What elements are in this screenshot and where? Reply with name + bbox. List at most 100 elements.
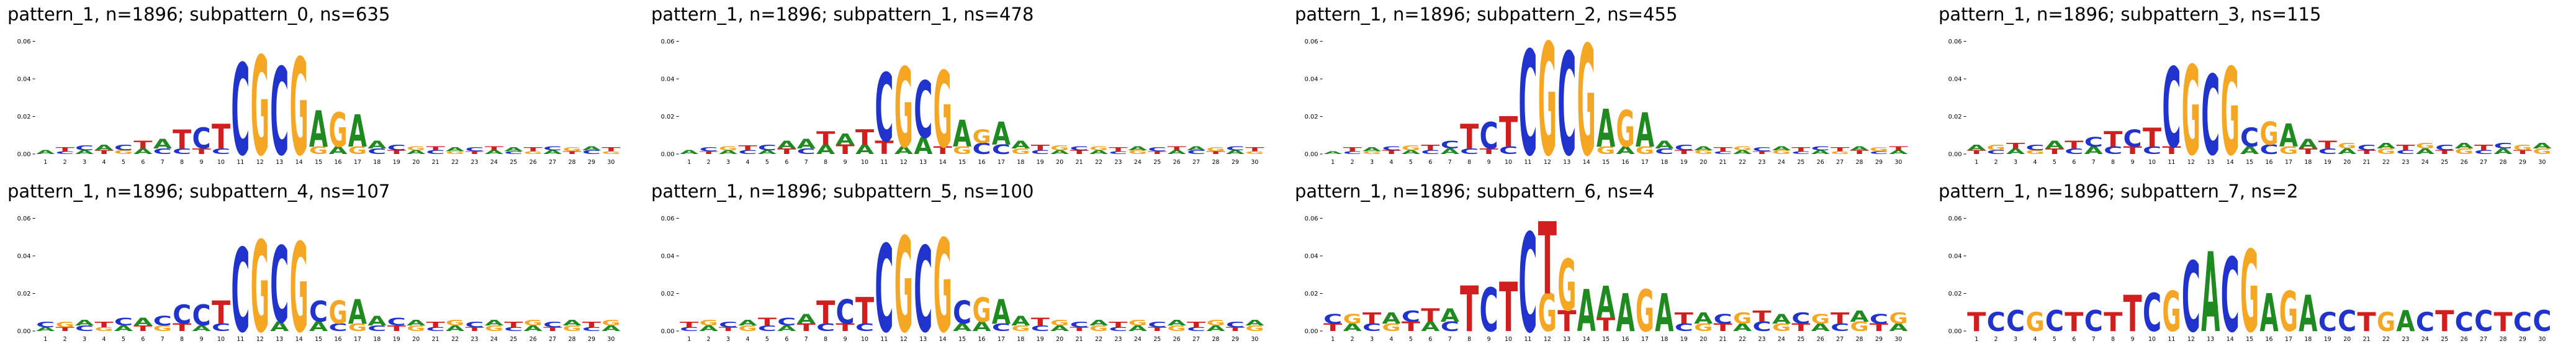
x-axis-tick-label: 15	[958, 159, 966, 166]
x-axis-tick-label: 30	[607, 159, 615, 166]
x-axis-tick-label: 4	[2033, 336, 2037, 343]
y-axis-tick-label: 0.04	[661, 76, 675, 83]
x-axis-tick-label: 26	[529, 336, 537, 343]
x-axis-tick-label: 14	[1583, 336, 1590, 343]
x-axis-tick-label: 13	[919, 159, 927, 166]
logo-letter-T: T	[1831, 309, 1849, 327]
logo-letter-C: C	[1480, 276, 1498, 346]
logo-letter-T: T	[2143, 122, 2161, 153]
logo-letter-C: C	[387, 143, 406, 152]
logo-letter-A: A	[1050, 149, 1070, 155]
logo-letter-C: C	[1402, 307, 1420, 325]
logo-letter-T: T	[543, 326, 562, 332]
logo-letter-A: A	[797, 137, 816, 152]
x-axis-tick-label: 18	[1660, 336, 1668, 343]
logo-letter-A: A	[2455, 141, 2474, 150]
logo-letter-A: A	[1206, 324, 1225, 333]
logo-letter-C: C	[212, 147, 230, 156]
x-axis-tick-label: 17	[354, 159, 361, 166]
x-axis-tick-label: 19	[1680, 159, 1688, 166]
logo-letter-G: G	[894, 45, 913, 169]
logo-letter-C: C	[465, 147, 484, 153]
logo-letter-T: T	[1499, 107, 1518, 157]
logo-letter-G: G	[1870, 147, 1888, 153]
logo-letter-A: A	[36, 149, 55, 155]
logo-letter-G: G	[1694, 321, 1713, 334]
logo-letter-C: C	[192, 299, 211, 332]
x-axis-tick-label: 26	[2461, 159, 2468, 166]
logo-letter-T: T	[855, 125, 874, 150]
x-axis-tick-label: 16	[2266, 159, 2273, 166]
x-axis-tick-label: 11	[2168, 159, 2175, 166]
logo-letter-A: A	[348, 292, 367, 332]
x-axis-tick-label: 9	[1487, 159, 1491, 166]
logo-letter-A: A	[1168, 318, 1186, 327]
logo-letter-C: C	[1148, 320, 1166, 329]
logo-letter-G: G	[1636, 144, 1654, 157]
logo-letter-T: T	[56, 326, 74, 332]
sequence-logo-plot: 0.000.020.040.06CT1AG2TC3GA4CT5AC6TA7CT8…	[661, 211, 1264, 346]
logo-letter-T: T	[1460, 117, 1479, 157]
y-axis-tick-label: 0.06	[17, 216, 31, 222]
logo-letter-G: G	[2416, 141, 2434, 150]
logo-letter-G: G	[1889, 309, 1907, 327]
x-axis-tick-label: 5	[122, 336, 125, 343]
x-axis-tick-label: 4	[102, 159, 106, 166]
x-axis-tick-label: 14	[939, 159, 947, 166]
x-axis-tick-label: 30	[2538, 336, 2546, 343]
x-axis-tick-label: 26	[1817, 336, 1824, 343]
x-axis-tick-label: 13	[1563, 159, 1570, 166]
x-axis-tick-label: 14	[295, 159, 303, 166]
x-axis-tick-label: 23	[2402, 336, 2409, 343]
x-axis-tick-label: 23	[1114, 159, 1122, 166]
logo-letter-T: T	[700, 150, 718, 155]
logo-letter-C: C	[680, 326, 698, 332]
logo-letter-G: G	[562, 324, 581, 333]
x-axis-tick-label: 5	[2053, 159, 2056, 166]
x-axis-tick-label: 2	[1994, 336, 1998, 343]
y-axis-tick-label: 0.04	[661, 253, 675, 260]
logo-letter-G: G	[1636, 278, 1654, 345]
logo-letter-A: A	[1382, 309, 1400, 327]
logo-letter-G: G	[1245, 150, 1264, 155]
logo-letter-A: A	[894, 144, 913, 157]
logo-letter-C: C	[1421, 149, 1439, 155]
logo-letter-T: T	[1557, 305, 1576, 338]
x-axis-tick-label: 16	[1622, 159, 1629, 166]
logo-letter-A: A	[309, 101, 328, 158]
logo-letter-T: T	[1831, 147, 1849, 153]
x-axis-tick-label: 30	[1894, 336, 1902, 343]
x-axis-tick-label: 30	[1894, 159, 1902, 166]
x-axis-tick-label: 5	[2053, 336, 2056, 343]
logo-letter-T: T	[1421, 305, 1439, 326]
logo-letter-T: T	[875, 137, 893, 158]
logo-letter-C: C	[173, 147, 191, 156]
logo-letter-A: A	[1733, 149, 1752, 155]
logo-letter-A: A	[1596, 98, 1615, 159]
logo-letter-A: A	[407, 149, 426, 155]
logo-letter-C: C	[1987, 307, 2006, 337]
logo-letter-A: A	[75, 149, 94, 155]
x-axis-tick-label: 9	[200, 159, 204, 166]
y-axis-tick-label: 0.00	[17, 151, 31, 158]
x-axis-tick-label: 7	[1448, 336, 1452, 343]
x-axis-tick-label: 30	[607, 336, 615, 343]
logo-letter-C: C	[192, 122, 211, 155]
logo-letter-A: A	[992, 116, 1011, 152]
logo-letter-A: A	[992, 292, 1011, 332]
logo-letter-A: A	[1850, 307, 1868, 325]
logo-letter-G: G	[1831, 150, 1849, 155]
x-axis-tick-label: 28	[569, 159, 576, 166]
logo-letter-T: T	[133, 138, 153, 151]
logo-letter-C: C	[2435, 143, 2454, 152]
logo-letter-T: T	[1206, 150, 1225, 155]
x-axis-tick-label: 29	[1875, 336, 1883, 343]
logo-letter-A: A	[601, 324, 620, 333]
y-axis-tick-label: 0.06	[661, 216, 675, 222]
x-axis-tick-label: 25	[1797, 336, 1804, 343]
x-axis-tick-label: 17	[1641, 336, 1649, 343]
x-axis-tick-label: 30	[1251, 159, 1258, 166]
logo-letter-G: G	[1987, 143, 2006, 152]
x-axis-tick-label: 4	[1390, 159, 1394, 166]
